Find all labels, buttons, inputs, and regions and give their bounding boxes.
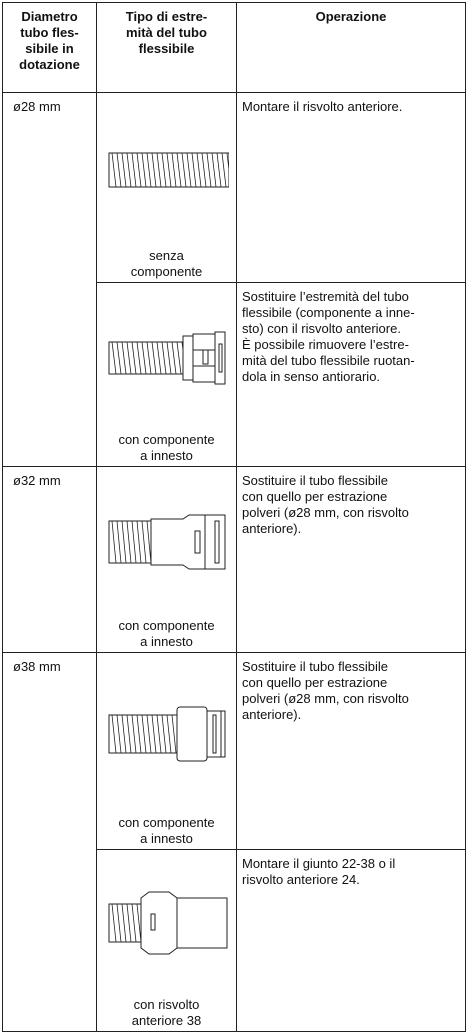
- operation-text: Sostituire il tubo flessibile: [242, 473, 388, 488]
- end-type-text: con componente: [118, 432, 215, 447]
- operation-text: dola in senso antiorario.: [242, 369, 381, 384]
- header-text: tubo fles-: [20, 25, 79, 40]
- diameter-cell: ø28 mm: [2, 92, 97, 467]
- header-cell: Diametro tubo fles-sibile in dotazione: [2, 2, 97, 93]
- operation-cell: Sostituire il tubo flessibile con quello …: [236, 466, 466, 653]
- end-type-cell: con risvolto anteriore 38: [96, 849, 237, 1032]
- end-type-cell: con componente a innesto: [96, 466, 237, 653]
- operation-text: È possibile rimuovere l’estre-: [242, 337, 409, 352]
- end-type-text: anteriore 38: [131, 1013, 202, 1028]
- header-text: flessibile: [138, 41, 195, 56]
- end-type-text: a innesto: [140, 831, 193, 846]
- hose-illustration: [108, 891, 228, 955]
- end-type-text: a innesto: [140, 448, 193, 463]
- operation-text: sto) con il risvolto anteriore.: [242, 321, 401, 336]
- caption: con componente a innesto: [97, 432, 236, 464]
- end-type-text: componente: [130, 264, 203, 279]
- operation-text: anteriore).: [242, 707, 302, 722]
- header-text: sibile in: [25, 41, 74, 56]
- operation-text: Sostituire il tubo flessibile: [242, 659, 388, 674]
- operation-text: Sostituire l’estremità del tubo: [242, 289, 409, 304]
- end-type-cell: con componente a innesto: [96, 652, 237, 850]
- operation-text: Montare il giunto 22-38 o il: [242, 856, 396, 871]
- operation-cell: Sostituire l’estremità del tubo flessibil…: [236, 282, 466, 467]
- diameter-cell: ø38 mm: [2, 652, 97, 1032]
- header-text: dotazione: [19, 57, 80, 72]
- header-text: Tipo di estre-: [125, 9, 208, 24]
- operation-text: flessibile (componente a inne-: [242, 305, 415, 320]
- operation-text: polveri (ø28 mm, con risvolto: [242, 505, 409, 520]
- hose-illustration: [108, 706, 226, 761]
- header-text: Diametro: [21, 9, 78, 24]
- hose-illustration: [108, 331, 226, 385]
- operation-text: con quello per estrazione: [242, 675, 388, 690]
- operation-cell: Sostituire il tubo flessibile con quello …: [236, 652, 466, 850]
- header-cell: Operazione: [236, 2, 466, 93]
- end-type-text: con risvolto: [133, 997, 200, 1012]
- end-type-text: con componente: [118, 618, 215, 633]
- operation-text: Montare il risvolto anteriore.: [242, 99, 403, 114]
- operation-text: risvolto anteriore 24.: [242, 872, 360, 887]
- caption: con risvolto anteriore 38: [97, 997, 236, 1029]
- diameter: ø38 mm: [13, 659, 61, 674]
- diameter: ø32 mm: [13, 473, 61, 488]
- operation-cell: Montare il giunto 22-38 o il risvolto ant…: [236, 849, 466, 1032]
- operation-text: polveri (ø28 mm, con risvolto: [242, 691, 409, 706]
- end-type-text: a innesto: [140, 634, 193, 649]
- end-type-cell: senza componente: [96, 92, 237, 283]
- header-text: mità del tubo: [126, 25, 207, 40]
- end-type-cell: con componente a innesto: [96, 282, 237, 467]
- caption: con componente a innesto: [97, 815, 236, 847]
- end-type-text: con componente: [118, 815, 215, 830]
- operation-cell: Montare il risvolto anteriore.: [236, 92, 466, 283]
- operation-text: con quello per estrazione: [242, 489, 388, 504]
- diameter: ø28 mm: [13, 99, 61, 114]
- end-type-text: senza: [149, 248, 184, 263]
- hose-illustration: [108, 514, 226, 570]
- caption: con componente a innesto: [97, 618, 236, 650]
- operation-text: mità del tubo flessibile ruotan-: [242, 353, 415, 368]
- caption: senza componente: [97, 248, 236, 280]
- hose-illustration: [108, 152, 229, 188]
- header-text: Operazione: [315, 9, 387, 24]
- header-cell: Tipo di estre-mità del tubo flessibile: [96, 2, 237, 93]
- operation-text: anteriore).: [242, 521, 302, 536]
- diameter-cell: ø32 mm: [2, 466, 97, 653]
